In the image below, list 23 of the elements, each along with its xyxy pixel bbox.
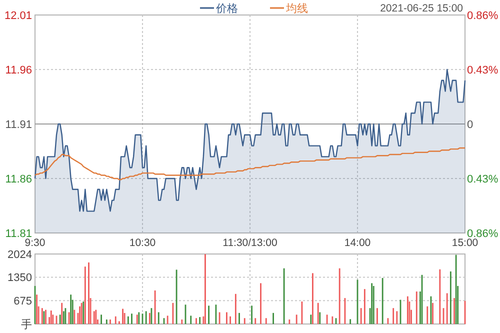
y-tick-label: 675 (14, 296, 32, 308)
line-series (34, 147, 466, 180)
text: 2021-06-25 15:00 (380, 2, 464, 15)
y-tick-label: 11.91 (5, 118, 32, 131)
x-tick-label: 9:30 (24, 237, 46, 249)
y2-tick-label: 0.86% (467, 228, 498, 240)
y-tick-label: 12.01 (4, 10, 32, 22)
y-tick-label: 手 (21, 318, 32, 331)
y2-tick-label: 0 (467, 118, 474, 131)
y-tick-label: 11.81 (5, 228, 32, 240)
y-tick-label: 1350 (8, 272, 32, 284)
legend-label: 均线 (285, 2, 308, 15)
y2-tick-label: 0.43% (467, 173, 498, 186)
legend-label: 价格 (215, 2, 238, 15)
x-tick-label: 15:00 (452, 237, 478, 249)
y-tick-label: 2024 (8, 248, 32, 261)
y-tick-label: 11.96 (5, 64, 32, 76)
x-tick-label: 11:30/13:00 (222, 237, 278, 249)
y2-tick-label: 0.43% (467, 64, 498, 76)
x-tick-label: 14:00 (344, 237, 371, 249)
x-tick-label: 10:30 (129, 237, 156, 249)
y2-tick-label: 0.86% (467, 10, 498, 22)
y-tick-label: 11.86 (5, 173, 32, 186)
